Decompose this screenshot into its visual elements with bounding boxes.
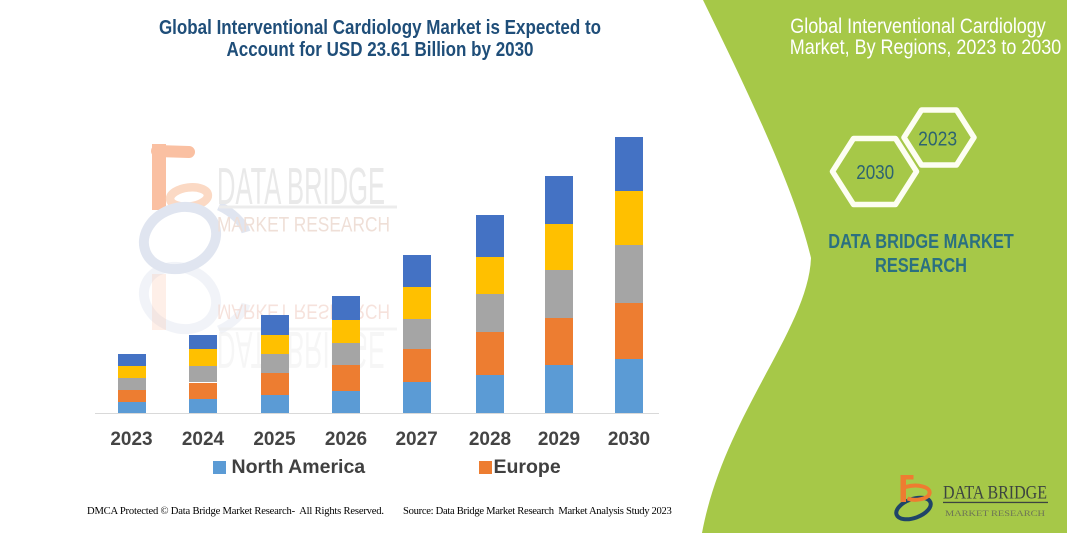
svg-text:MARKET RESEARCH: MARKET RESEARCH [217, 300, 390, 324]
svg-text:DATA BRIDGE: DATA BRIDGE [943, 484, 1047, 504]
svg-text:MARKET RESEARCH: MARKET RESEARCH [217, 213, 390, 237]
svg-text:2030: 2030 [856, 162, 894, 184]
svg-text:2023: 2023 [918, 129, 957, 151]
svg-text:MARKET RESEARCH: MARKET RESEARCH [945, 509, 1045, 518]
